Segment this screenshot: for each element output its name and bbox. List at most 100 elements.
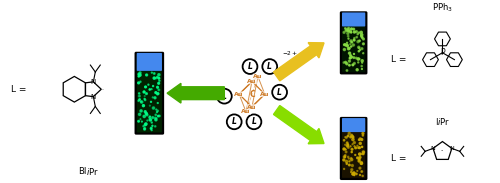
Circle shape: [152, 125, 153, 126]
Circle shape: [360, 31, 362, 33]
Circle shape: [348, 48, 350, 49]
Text: BI: BI: [78, 167, 86, 176]
Circle shape: [151, 122, 152, 123]
Text: N: N: [450, 146, 454, 151]
Circle shape: [362, 151, 364, 153]
Circle shape: [262, 59, 277, 74]
Circle shape: [345, 144, 346, 145]
Circle shape: [359, 40, 360, 42]
FancyArrow shape: [274, 43, 324, 81]
Circle shape: [143, 115, 146, 117]
Circle shape: [354, 38, 355, 39]
Circle shape: [156, 76, 158, 78]
Circle shape: [352, 64, 354, 66]
Circle shape: [344, 44, 346, 45]
Circle shape: [361, 139, 362, 140]
Circle shape: [146, 114, 148, 116]
Circle shape: [346, 42, 348, 43]
Circle shape: [152, 107, 154, 109]
Circle shape: [363, 53, 364, 54]
Circle shape: [138, 93, 140, 94]
Circle shape: [348, 48, 350, 50]
FancyBboxPatch shape: [342, 12, 365, 27]
Circle shape: [350, 32, 352, 33]
Circle shape: [346, 70, 348, 71]
Circle shape: [362, 43, 364, 45]
Circle shape: [356, 36, 358, 38]
Circle shape: [346, 138, 347, 139]
Text: L =: L =: [391, 55, 406, 64]
Circle shape: [343, 159, 345, 161]
Circle shape: [344, 44, 345, 46]
Circle shape: [348, 29, 350, 31]
Circle shape: [350, 55, 352, 57]
Circle shape: [356, 57, 357, 59]
Text: P: P: [440, 48, 445, 57]
Circle shape: [150, 101, 152, 102]
Circle shape: [345, 28, 347, 30]
Circle shape: [348, 64, 350, 66]
Circle shape: [349, 47, 350, 48]
Circle shape: [352, 136, 353, 137]
Circle shape: [354, 62, 356, 64]
Circle shape: [144, 98, 145, 99]
Circle shape: [345, 30, 347, 31]
Circle shape: [345, 44, 348, 46]
FancyBboxPatch shape: [134, 52, 164, 135]
Circle shape: [351, 134, 352, 136]
Circle shape: [152, 117, 154, 118]
Circle shape: [358, 160, 360, 162]
Circle shape: [348, 164, 350, 166]
Circle shape: [360, 161, 362, 163]
Circle shape: [345, 137, 346, 138]
Circle shape: [158, 77, 160, 79]
Circle shape: [357, 145, 358, 146]
Circle shape: [358, 62, 359, 63]
Circle shape: [138, 113, 140, 115]
Circle shape: [361, 66, 362, 67]
Circle shape: [349, 57, 351, 59]
Circle shape: [357, 58, 360, 60]
Circle shape: [358, 158, 360, 160]
Circle shape: [148, 117, 150, 118]
Circle shape: [359, 167, 361, 169]
Text: Au: Au: [242, 109, 250, 114]
Circle shape: [155, 114, 156, 115]
Circle shape: [148, 84, 149, 85]
Circle shape: [344, 140, 345, 141]
Circle shape: [358, 147, 360, 149]
Text: ..: ..: [440, 147, 444, 152]
Circle shape: [355, 154, 356, 155]
Circle shape: [156, 86, 158, 88]
Text: Au: Au: [253, 74, 262, 79]
Text: PPh$_3$: PPh$_3$: [432, 1, 453, 14]
Circle shape: [358, 51, 360, 52]
Circle shape: [346, 45, 347, 46]
FancyBboxPatch shape: [136, 53, 162, 71]
Circle shape: [348, 147, 349, 148]
Circle shape: [154, 73, 155, 74]
FancyBboxPatch shape: [340, 11, 367, 74]
Text: C: C: [249, 90, 255, 99]
Circle shape: [358, 139, 360, 140]
Circle shape: [360, 34, 363, 36]
Circle shape: [158, 74, 160, 76]
Circle shape: [139, 72, 141, 74]
Circle shape: [147, 120, 148, 121]
Circle shape: [344, 155, 346, 156]
Circle shape: [145, 123, 147, 125]
Circle shape: [362, 153, 364, 155]
Text: L: L: [232, 117, 236, 126]
Text: Au: Au: [260, 92, 270, 97]
Circle shape: [346, 142, 348, 144]
Circle shape: [358, 47, 360, 49]
Circle shape: [359, 156, 361, 158]
Circle shape: [353, 28, 354, 30]
Circle shape: [361, 48, 363, 50]
Circle shape: [348, 35, 349, 37]
Text: L: L: [277, 88, 282, 97]
Circle shape: [357, 33, 358, 35]
Circle shape: [344, 156, 345, 158]
Circle shape: [144, 86, 146, 88]
Circle shape: [217, 89, 232, 104]
